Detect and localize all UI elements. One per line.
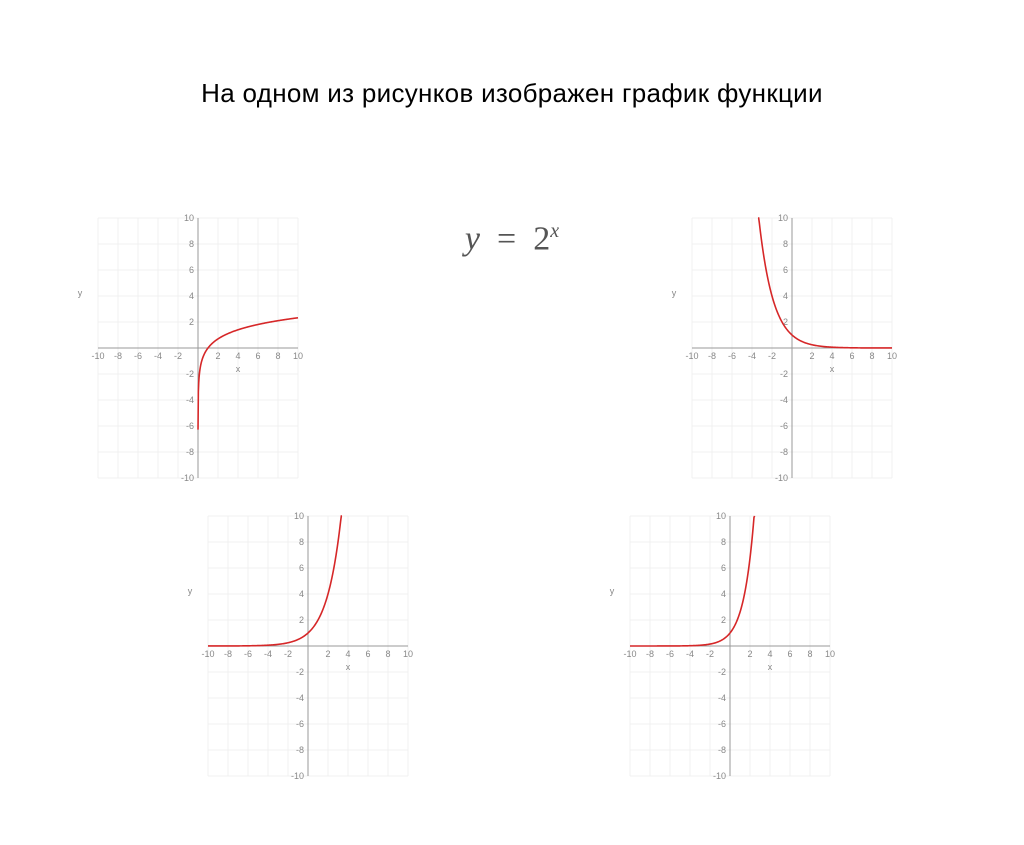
svg-text:-10: -10 <box>685 351 698 361</box>
svg-text:2: 2 <box>299 615 304 625</box>
svg-text:2: 2 <box>189 317 194 327</box>
svg-text:8: 8 <box>299 537 304 547</box>
svg-text:8: 8 <box>275 351 280 361</box>
svg-text:6: 6 <box>255 351 260 361</box>
svg-text:2: 2 <box>747 649 752 659</box>
svg-text:6: 6 <box>365 649 370 659</box>
svg-text:4: 4 <box>345 649 350 659</box>
svg-text:-4: -4 <box>186 395 194 405</box>
svg-text:4: 4 <box>783 291 788 301</box>
chart-bottom-left: -10 -10 -8 -8 -6 -6 -4 -4 -2 -2 2 2 4 4 6 6 8 8 10 10 y x <box>168 506 428 786</box>
svg-text:10: 10 <box>825 649 835 659</box>
svg-text:4: 4 <box>189 291 194 301</box>
svg-text:10: 10 <box>887 351 897 361</box>
svg-text:-2: -2 <box>768 351 776 361</box>
svg-text:y: y <box>78 288 83 298</box>
svg-text:x: x <box>236 364 241 374</box>
svg-text:-8: -8 <box>708 351 716 361</box>
svg-text:10: 10 <box>294 511 304 521</box>
svg-text:-10: -10 <box>181 473 194 483</box>
svg-text:-8: -8 <box>186 447 194 457</box>
svg-text:-6: -6 <box>186 421 194 431</box>
svg-text:y: y <box>188 586 193 596</box>
svg-text:-6: -6 <box>728 351 736 361</box>
svg-text:-6: -6 <box>296 719 304 729</box>
svg-text:2: 2 <box>215 351 220 361</box>
svg-text:10: 10 <box>778 213 788 223</box>
svg-text:6: 6 <box>189 265 194 275</box>
svg-text:2: 2 <box>721 615 726 625</box>
chart-top-right: -10-10-8-8-6-6-4-4-2-2224466881010yx <box>652 208 912 488</box>
svg-text:y: y <box>672 288 677 298</box>
svg-text:-10: -10 <box>291 771 304 781</box>
svg-text:6: 6 <box>783 265 788 275</box>
svg-text:-4: -4 <box>780 395 788 405</box>
svg-text:6: 6 <box>849 351 854 361</box>
svg-text:8: 8 <box>783 239 788 249</box>
svg-text:-2: -2 <box>780 369 788 379</box>
svg-text:-8: -8 <box>114 351 122 361</box>
svg-text:-6: -6 <box>666 649 674 659</box>
formula-eq <box>489 220 498 257</box>
svg-text:2: 2 <box>809 351 814 361</box>
formula-equals: = <box>497 220 516 257</box>
svg-text:8: 8 <box>189 239 194 249</box>
svg-text:6: 6 <box>721 563 726 573</box>
svg-text:-10: -10 <box>713 771 726 781</box>
svg-text:-8: -8 <box>718 745 726 755</box>
svg-text:10: 10 <box>716 511 726 521</box>
svg-text:-4: -4 <box>686 649 694 659</box>
svg-text:4: 4 <box>721 589 726 599</box>
svg-text:x: x <box>830 364 835 374</box>
svg-text:4: 4 <box>767 649 772 659</box>
svg-text:-6: -6 <box>780 421 788 431</box>
svg-text:-10: -10 <box>775 473 788 483</box>
svg-text:-2: -2 <box>186 369 194 379</box>
svg-text:4: 4 <box>829 351 834 361</box>
svg-text:x: x <box>346 662 351 672</box>
svg-text:10: 10 <box>293 351 303 361</box>
svg-text:-10: -10 <box>91 351 104 361</box>
svg-text:8: 8 <box>807 649 812 659</box>
svg-text:-4: -4 <box>264 649 272 659</box>
svg-text:-10: -10 <box>201 649 214 659</box>
svg-text:8: 8 <box>869 351 874 361</box>
svg-text:-4: -4 <box>718 693 726 703</box>
svg-text:-2: -2 <box>174 351 182 361</box>
svg-text:4: 4 <box>299 589 304 599</box>
formula-base: 2 <box>533 220 550 257</box>
page-title: На одном из рисунков изображен график фу… <box>0 78 1024 109</box>
svg-text:8: 8 <box>385 649 390 659</box>
svg-text:-8: -8 <box>780 447 788 457</box>
svg-text:x: x <box>768 662 773 672</box>
svg-text:-8: -8 <box>224 649 232 659</box>
svg-text:-4: -4 <box>748 351 756 361</box>
chart-bottom-right: -10 -10 -8 -8 -6 -6 -4 -4 -2 -2 2 2 4 4 6 6 8 8 10 10 y x <box>590 506 850 786</box>
svg-text:-6: -6 <box>244 649 252 659</box>
formula-sp <box>516 220 525 257</box>
svg-text:2: 2 <box>325 649 330 659</box>
chart-top-left: -10 -10 -8 -8 -6 -6 -4 -4 -2 -2 2 2 4 4 6 6 8 8 10 10 y x <box>58 208 318 488</box>
svg-text:-4: -4 <box>154 351 162 361</box>
svg-text:-2: -2 <box>284 649 292 659</box>
svg-text:4: 4 <box>235 351 240 361</box>
formula-exponent: x <box>550 220 559 242</box>
svg-text:-10: -10 <box>623 649 636 659</box>
svg-text:-2: -2 <box>718 667 726 677</box>
svg-text:-4: -4 <box>296 693 304 703</box>
svg-text:-2: -2 <box>706 649 714 659</box>
svg-text:8: 8 <box>721 537 726 547</box>
svg-text:-8: -8 <box>296 745 304 755</box>
svg-text:-2: -2 <box>296 667 304 677</box>
svg-text:6: 6 <box>299 563 304 573</box>
svg-text:-6: -6 <box>134 351 142 361</box>
svg-text:10: 10 <box>184 213 194 223</box>
formula-lhs: y <box>465 220 480 257</box>
svg-text:10: 10 <box>403 649 413 659</box>
svg-text:6: 6 <box>787 649 792 659</box>
svg-text:y: y <box>610 586 615 596</box>
svg-text:-6: -6 <box>718 719 726 729</box>
svg-text:-8: -8 <box>646 649 654 659</box>
